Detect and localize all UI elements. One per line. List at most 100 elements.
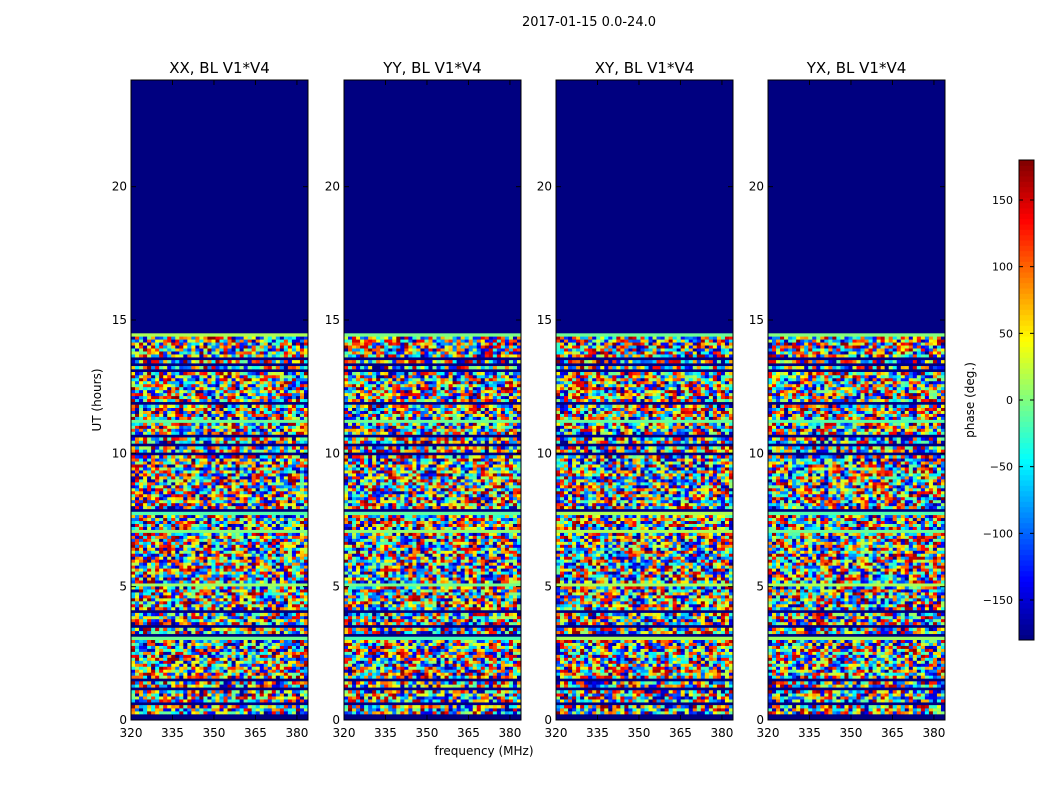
heatmap-cell: [303, 372, 309, 376]
heatmap-cell: [191, 532, 196, 536]
heatmap-cell: [191, 708, 196, 712]
heatmap-cell: [303, 526, 309, 530]
heatmap-cell: [199, 592, 204, 596]
heatmap-cell: [464, 708, 470, 712]
heatmap-cell: [215, 485, 220, 489]
heatmap-cell: [163, 666, 168, 670]
heatmap-cell: [255, 684, 261, 688]
heatmap-cell: [259, 532, 265, 536]
heatmap-cell: [291, 339, 297, 343]
heatmap-cell: [231, 398, 236, 403]
heatmap-cell: [147, 383, 152, 388]
heatmap-cell: [187, 630, 192, 635]
heatmap-cell: [159, 618, 164, 623]
heatmap-cell: [279, 612, 285, 617]
heatmap-cell: [131, 455, 136, 459]
heatmap-cell: [263, 663, 269, 667]
heatmap-cell: [275, 476, 281, 480]
heatmap-cell: [448, 708, 453, 712]
heatmap-cell: [175, 360, 180, 364]
heatmap-cell: [195, 553, 200, 557]
heatmap-cell: [143, 490, 148, 495]
heatmap-cell: [231, 386, 236, 391]
heatmap-cell: [131, 389, 136, 394]
heatmap-cell: [271, 404, 277, 408]
heatmap-cell: [259, 606, 265, 611]
heatmap-cell: [159, 383, 164, 388]
heatmap-cell: [287, 621, 293, 626]
heatmap-cell: [199, 470, 204, 474]
heatmap-cell: [267, 681, 273, 685]
heatmap-cell: [376, 705, 381, 709]
heatmap-cell: [143, 416, 148, 420]
heatmap-cell: [227, 428, 232, 432]
heatmap-cell: [143, 705, 148, 709]
heatmap-cell: [227, 410, 232, 414]
heatmap-cell: [303, 502, 309, 507]
heatmap-cell: [235, 354, 240, 358]
heatmap-cell: [295, 544, 301, 548]
heatmap-cell: [299, 517, 305, 522]
heatmap-cell: [243, 499, 248, 504]
heatmap-cells: [131, 80, 309, 720]
heatmap-cell: [207, 642, 212, 646]
heatmap-cell: [179, 657, 184, 661]
heatmap-cell: [287, 404, 293, 408]
heatmap-cell: [151, 627, 156, 632]
heatmap-cell: [279, 514, 285, 519]
heatmap-cell: [251, 553, 257, 557]
heatmap-cell: [207, 339, 212, 343]
heatmap-cell: [131, 541, 136, 545]
heatmap-cell: [183, 523, 188, 527]
heatmap-cell: [243, 467, 248, 471]
heatmap-cell: [131, 580, 136, 584]
heatmap-cell: [211, 595, 216, 599]
heatmap-cell: [167, 428, 172, 432]
heatmap-cell: [275, 654, 281, 658]
heatmap-cell: [223, 354, 228, 358]
heatmap-cell: [199, 464, 204, 468]
heatmap-cell: [275, 496, 281, 501]
heatmap-cell: [183, 574, 188, 578]
heatmap-cell: [163, 517, 168, 522]
heatmap-cell: [163, 354, 168, 358]
heatmap-cell: [147, 416, 152, 420]
heatmap-cell: [215, 568, 220, 572]
heatmap-cell: [179, 615, 184, 620]
heatmap-cell: [215, 592, 220, 596]
heatmap-cell: [143, 550, 148, 554]
heatmap-cell: [171, 499, 176, 504]
heatmap-cell: [235, 657, 240, 661]
heatmap-cell: [219, 660, 224, 664]
heatmap-cell: [163, 690, 168, 694]
heatmap-cell: [384, 705, 389, 709]
heatmap-cell: [211, 354, 216, 358]
heatmap-cell: [476, 705, 482, 709]
heatmap-cell: [143, 568, 148, 572]
heatmap-cell: [275, 645, 281, 649]
heatmap-cell: [251, 547, 257, 551]
heatmap-cell: [275, 455, 281, 459]
heatmap-cell: [147, 681, 152, 685]
heatmap-cell: [219, 493, 224, 498]
heatmap-cell: [223, 612, 228, 617]
heatmap-cell: [231, 580, 236, 584]
heatmap-cell: [143, 383, 148, 388]
heatmap-cell: [183, 621, 188, 626]
heatmap-cell: [203, 711, 208, 715]
heatmap-cell: [219, 482, 224, 486]
heatmap-cell: [227, 693, 232, 697]
heatmap-cell: [151, 672, 156, 676]
heatmap-cell: [235, 348, 240, 352]
heatmap-cell: [279, 422, 285, 426]
heatmap-cell: [295, 639, 301, 643]
heatmap-cell: [151, 339, 156, 343]
heatmap-cell: [267, 580, 273, 584]
heatmap-cell: [155, 618, 160, 623]
heatmap-cell: [215, 377, 220, 382]
heatmap-cell: [203, 654, 208, 658]
heatmap-cell: [291, 464, 297, 468]
heatmap-cell: [183, 541, 188, 545]
heatmap-cell: [219, 467, 224, 471]
heatmap-cell: [303, 517, 309, 522]
